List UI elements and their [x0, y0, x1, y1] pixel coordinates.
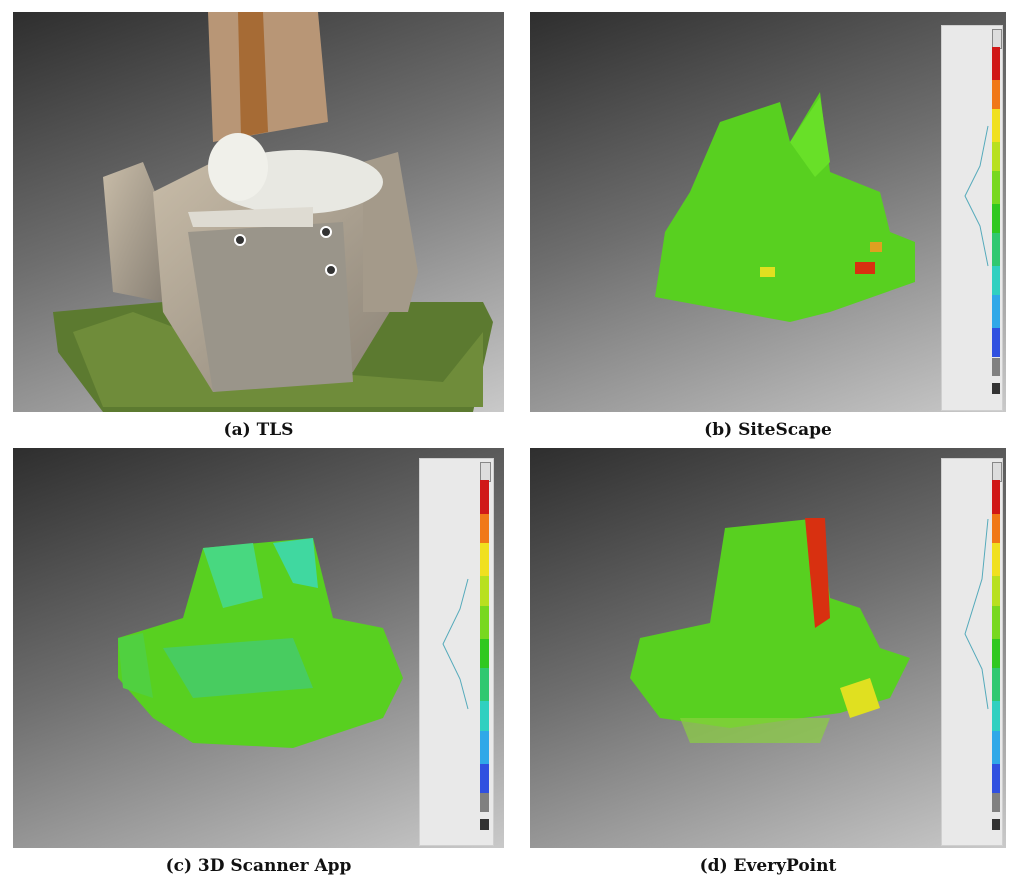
error-patch [870, 242, 882, 252]
panel-sitescape [530, 12, 1006, 412]
color-scale-bar [480, 462, 491, 830]
histogram-curve [964, 125, 989, 267]
histogram-curve [442, 578, 469, 710]
lion-head [208, 133, 268, 201]
color-scale-bar [992, 462, 1002, 830]
tls-point-cloud [53, 12, 493, 412]
rock-left [103, 162, 163, 302]
error-patch [840, 678, 880, 718]
error-patch [805, 518, 830, 628]
cloud-left-tower [203, 543, 263, 608]
color-scale-bar [992, 29, 1002, 394]
caption-everypoint: (d) EveryPoint [699, 856, 837, 876]
color-scale-legend [941, 458, 1003, 846]
panel-3d-scanner-app [13, 448, 504, 848]
cloud-body [655, 92, 915, 322]
histogram-curve [964, 518, 989, 710]
cloud-wing [118, 633, 153, 698]
color-scale-legend [419, 458, 494, 846]
grass-patch [73, 312, 483, 407]
cloud-body [630, 518, 910, 728]
target-marker [320, 226, 332, 238]
error-patch [855, 262, 875, 274]
panel-everypoint [530, 448, 1006, 848]
panel-tls [13, 12, 504, 412]
column-top [208, 12, 328, 142]
caption-sitescape: (b) SiteScape [704, 420, 832, 440]
cloud-scatter [680, 718, 830, 743]
rock-face [188, 222, 353, 392]
cloud-tower [790, 97, 830, 177]
cloud-right-tower [273, 538, 318, 588]
3d-scanner-point-cloud [118, 538, 403, 748]
target-marker [325, 264, 337, 276]
caption-tls: (a) TLS [223, 420, 294, 440]
error-patch [760, 267, 775, 277]
color-scale-legend [941, 25, 1003, 411]
caption-3d-scanner-app: (c) 3D Scanner App [165, 856, 352, 876]
rust-stripe [238, 12, 268, 137]
sitescape-point-cloud [655, 92, 915, 322]
lion-paws [188, 207, 313, 227]
everypoint-point-cloud [630, 518, 910, 743]
cloud-cyan-band [163, 638, 313, 698]
target-marker [234, 234, 246, 246]
